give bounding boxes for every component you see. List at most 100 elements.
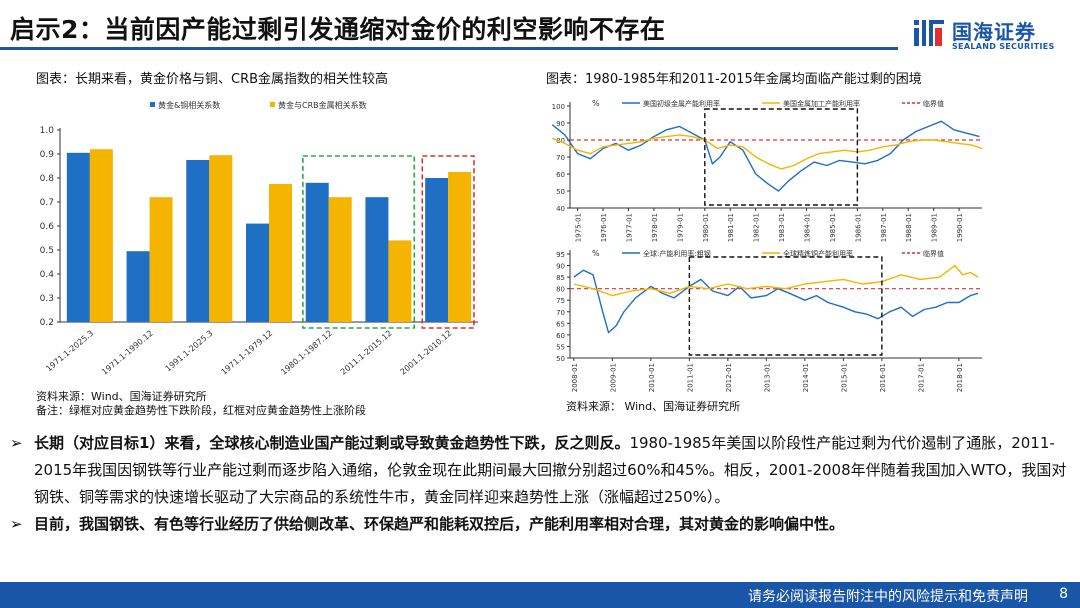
y-tick-label: 50 [556,355,565,363]
y-tick-label: 0.3 [40,294,54,304]
y-tick-label: 0.8 [40,174,55,184]
correlation-bar-chart: 黄金&铜相关系数 黄金与CRB金属相关系数 0.2 0.3 0.4 0.5 0.6 0.7 0.… [40,100,478,377]
y-tick-label: 60 [556,171,565,179]
x-tick-label: 1985-01 [829,213,837,242]
bullet-item: ➢ 长期（对应目标1）来看，全球核心制造业国产能过剩或导致黄金趋势性下跌，反之则反… [10,430,1072,511]
x-tick-label: 1990-01 [956,213,964,242]
right-figure-caption: 图表：1980-1985年和2011-2015年金属均面临产能过剩的困境 [546,72,922,87]
legend-label: 黄金与CRB金属相关系数 [278,100,367,110]
x-tick-label: 1983-01 [778,213,786,242]
y-tick-label: 0.9 [40,150,55,160]
bar [66,152,90,322]
y-tick-label: 70 [556,309,565,317]
left-figure-caption: 图表：长期来看，黄金价格与铜、CRB金属指数的相关性较高 [36,72,389,87]
footer-bar: 请务必阅读报告附注中的风险提示和免责声明 8 [0,582,1080,608]
x-tick-label: 2014-01 [802,363,810,392]
unit-label: % [592,99,600,108]
legend-label: 黄金&铜相关系数 [158,100,220,110]
y-tick-label: 65 [556,320,565,328]
bar [89,149,113,322]
bullet-bold: 目前，我国钢铁、有色等行业经历了供给侧改革、环保趋严和能耗双控后，产能利用率相对… [34,515,845,533]
x-tick-label: 1981-01 [727,213,735,242]
y-tick-label: 0.7 [40,198,54,208]
y-tick-label: 0.2 [40,318,54,328]
footer-disclaimer: 请务必阅读报告附注中的风险提示和免责声明 [748,589,1028,605]
y-tick-label: 95 [556,251,565,259]
legend-label: 美国初级金属产能利用率 [643,99,720,108]
bar [388,240,412,322]
bullet-item: ➢ 目前，我国钢铁、有色等行业经历了供给侧改革、环保趋严和能耗双控后，产能利用率相… [10,511,1072,538]
y-tick-label: 60 [556,332,565,340]
series-line [573,264,979,297]
legend-label: 临界值 [923,249,944,258]
x-tick-label: 1976-01 [600,213,608,242]
logo-text-cn: 国海证券 [952,20,1036,44]
series-line [551,134,983,170]
series-line [573,269,979,334]
bar [328,197,352,322]
x-tick-label: 1982-01 [753,213,761,242]
series-line [551,120,980,192]
y-tick-label: 100 [552,103,565,111]
legend-label: 全球精炼铜产能利用率 [783,249,853,258]
x-tick-label: 2008-01 [571,363,579,392]
unit-label: % [592,249,600,258]
bar [305,182,329,322]
y-tick-label: 80 [556,286,565,294]
bullet-text: 1980-1985年美国以阶段性产能过剩为代价遏制了通胀，2011-2015年我… [34,434,1067,506]
x-tick-label: 2011-01 [686,363,694,392]
legend-label: 临界值 [923,99,944,108]
y-tick-label: 70 [556,154,565,162]
left-figure-note: 备注：绿框对应黄金趋势性下跌阶段，红框对应黄金趋势性上涨阶段 [36,404,366,417]
legend-label: 全球:产能利用率:粗钢 [643,249,711,258]
bar [365,197,389,322]
x-tick-label: 2009-01 [609,363,617,392]
bar [246,223,269,322]
y-tick-label: 85 [556,274,565,282]
us-metal-utilization-chart: % 美国初级金属产能利用率 美国金属加工产能利用率 临界值40506070809010… [551,99,983,242]
x-tick-label: 1975-01 [575,213,583,242]
x-tick-label: 1971.1-1979.12 [219,329,274,377]
x-tick-label: 1984-01 [804,213,812,242]
y-tick-label: 55 [556,343,565,351]
x-tick-label: 2001.1-2010.12 [399,329,454,377]
arrow-bullet-icon: ➢ [10,434,23,452]
x-tick-label: 2016-01 [879,363,887,392]
x-tick-label: 2013-01 [763,363,771,392]
highlight-box [704,108,859,206]
arrow-bullet-icon: ➢ [10,515,23,533]
x-tick-label: 2012-01 [725,363,733,392]
bar [425,178,449,322]
x-tick-label: 1979-01 [676,213,684,242]
green-highlight-box [302,155,416,329]
x-tick-label: 1978-01 [651,213,659,242]
company-logo: 国海证券 SEALAND SECURITIES [912,14,1072,58]
key-points: ➢ 长期（对应目标1）来看，全球核心制造业国产能过剩或导致黄金趋势性下跌，反之则反… [10,430,1072,538]
y-tick-label: 90 [556,263,565,271]
y-tick-label: 40 [556,205,565,213]
global-steel-copper-utilization-chart: % 全球:产能利用率:粗钢 全球精炼铜产能利用率 临界值 50 55 60 65 70 75 80 8… [556,249,982,392]
right-figure-source: 资料来源： Wind、国海证券研究所 [566,400,741,413]
bar [448,172,472,322]
x-tick-label: 1991.1-2025.3 [164,329,215,374]
left-figure-source: 资料来源：Wind、国海证券研究所 [36,390,207,403]
y-tick-label: 0.4 [40,270,55,280]
red-highlight-box [421,155,475,329]
y-tick-label: 75 [556,297,565,305]
logo-mark-icon [914,20,944,46]
legend-label: 美国金属加工产能利用率 [783,99,860,108]
x-tick-label: 1980.1-1987.12 [279,329,334,377]
page-title: 启示2：当前因产能过剩引发通缩对金价的利空影响不存在 [10,15,666,44]
x-tick-label: 1971.1-2025.3 [44,329,95,374]
x-tick-label: 1986-01 [854,213,862,242]
bar [209,155,233,322]
x-tick-label: 1987-01 [880,213,888,242]
x-tick-label: 1988-01 [905,213,913,242]
title-divider [0,47,898,50]
x-tick-label: 1977-01 [625,213,633,242]
highlight-box [688,256,883,356]
x-tick-label: 2017-01 [917,363,925,392]
bar [186,160,210,322]
y-tick-label: 50 [556,188,565,196]
x-tick-label: 2011.1-2015.12 [339,329,394,377]
